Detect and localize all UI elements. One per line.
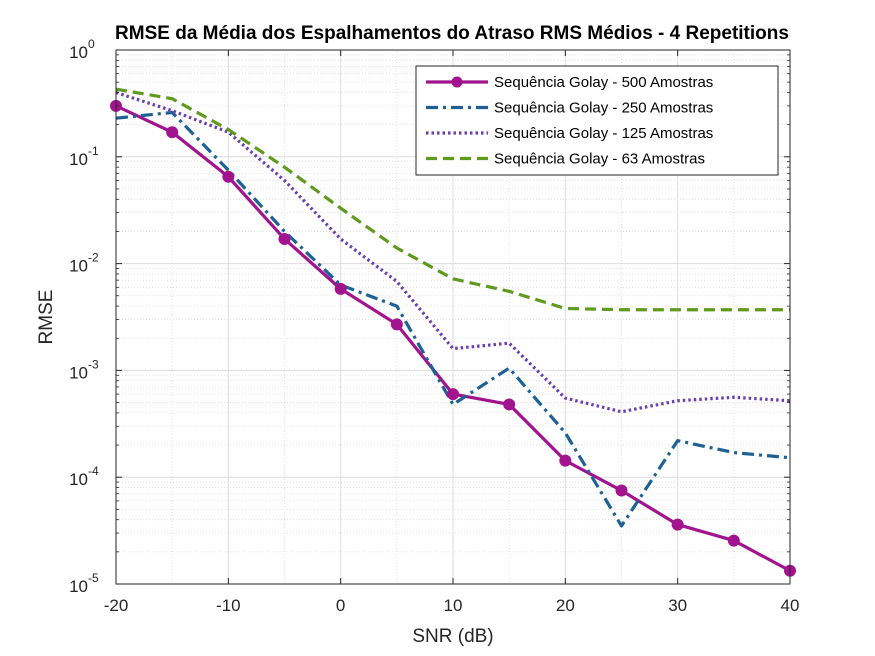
legend-label: Sequência Golay - 125 Amostras [494,125,713,142]
data-point [503,398,516,411]
y-tick-label-base: 10 [69,577,88,596]
series-line-dashed [115,87,790,312]
x-tick-label: 30 [668,596,687,615]
y-tick-label: 10 -4 [69,464,99,489]
data-point [447,388,459,401]
data-point [615,484,628,497]
series-line-dotted [115,90,791,414]
x-tick-label: -10 [216,596,241,615]
legend-label: Sequência Golay - 63 Amostras [494,151,705,168]
y-tick-label-base: 10 [69,43,88,62]
x-tick-label: -20 [104,596,129,615]
legend: Sequência Golay - 500 Amostras Sequência … [415,65,779,176]
y-tick-label-exponent: -2 [88,251,99,265]
y-tick-label: 10 -5 [69,571,99,596]
data-point [727,534,740,547]
y-tick-label-exponent: -1 [88,144,99,158]
legend-marker [451,76,463,88]
y-tick-label-base: 10 [69,257,88,276]
data-point [278,232,291,245]
y-tick-label-exponent: -5 [88,571,99,585]
data-point [559,454,572,467]
x-tick-label: 40 [781,596,800,615]
legend-box [415,65,779,176]
x-tick-label: 0 [336,596,345,615]
y-tick-label-base: 10 [69,150,88,169]
x-tick-labels: -20 -10 0 10 20 30 40 [104,596,800,615]
y-tick-label-base: 10 [69,470,88,489]
data-point [166,126,179,139]
legend-label: Sequência Golay - 250 Amostras [494,100,713,117]
series-line-dash-dot [115,110,791,528]
y-tick-label: 10 0 [69,37,95,62]
y-tick-label-exponent: 0 [88,37,95,51]
data-point [390,318,403,331]
y-tick-label: 10 -1 [69,144,99,169]
x-tick-label: 10 [444,596,463,615]
data-point [334,282,347,295]
y-tick-label: 10 -2 [69,251,99,276]
y-tick-label-exponent: -3 [88,357,99,371]
legend-label: Sequência Golay - 500 Amostras [494,74,713,91]
y-tick-label-exponent: -4 [88,464,99,478]
y-axis-label: RMSE [36,290,57,345]
x-tick-label: 20 [556,596,575,615]
series-layer [110,87,796,577]
data-point [671,518,684,531]
data-point [222,170,235,183]
y-tick-label: 10 -3 [69,357,99,382]
x-axis-label: SNR (dB) [412,626,493,647]
axis-ticks [115,49,791,585]
y-tick-label-base: 10 [69,363,88,382]
chart-title: RMSE da Média dos Espalhamentos do Atras… [115,23,789,44]
